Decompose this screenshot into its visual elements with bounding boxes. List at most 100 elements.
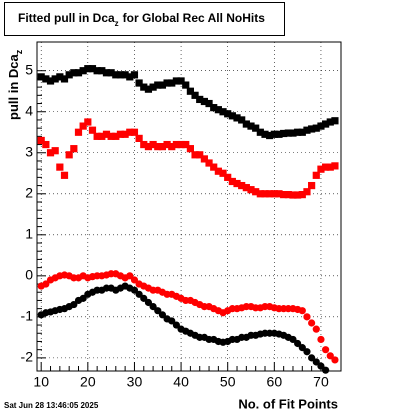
chart-title: Fitted pull in Dcaz for Global Rec All No… bbox=[18, 11, 265, 28]
point bbox=[196, 151, 204, 159]
point bbox=[154, 81, 162, 89]
y-tick-label: 0 bbox=[25, 267, 33, 283]
point bbox=[238, 116, 246, 124]
point bbox=[130, 71, 139, 79]
point bbox=[219, 108, 227, 116]
point bbox=[149, 83, 157, 91]
point bbox=[191, 91, 199, 99]
point bbox=[252, 188, 260, 196]
point bbox=[256, 128, 264, 136]
point bbox=[116, 71, 125, 79]
point bbox=[242, 184, 250, 192]
point bbox=[51, 147, 59, 155]
point bbox=[191, 151, 199, 159]
point bbox=[303, 313, 311, 321]
point bbox=[186, 145, 194, 153]
point bbox=[65, 151, 73, 159]
point bbox=[322, 163, 330, 171]
point bbox=[107, 69, 115, 77]
point bbox=[298, 307, 306, 315]
plot-frame bbox=[36, 41, 342, 372]
point bbox=[294, 191, 302, 199]
point bbox=[275, 130, 283, 138]
point bbox=[224, 173, 232, 181]
point bbox=[298, 128, 306, 136]
point bbox=[200, 155, 208, 163]
point bbox=[331, 356, 339, 364]
point bbox=[172, 77, 181, 85]
point bbox=[252, 124, 260, 132]
point bbox=[112, 71, 120, 79]
point bbox=[140, 83, 148, 91]
point bbox=[186, 87, 194, 95]
y-tick-label: -1 bbox=[21, 308, 34, 324]
point bbox=[294, 128, 302, 136]
point bbox=[219, 169, 227, 177]
point bbox=[233, 114, 241, 122]
point bbox=[126, 73, 134, 81]
point bbox=[168, 143, 176, 151]
point bbox=[284, 129, 292, 137]
point bbox=[322, 346, 330, 354]
title-rest: for Global Rec All NoHits bbox=[123, 11, 266, 25]
point bbox=[149, 302, 157, 311]
point bbox=[247, 186, 255, 194]
point bbox=[266, 190, 274, 198]
x-tick-label: 40 bbox=[173, 374, 189, 390]
point bbox=[214, 106, 222, 114]
point bbox=[326, 352, 334, 360]
point bbox=[140, 140, 148, 149]
point bbox=[84, 65, 92, 73]
y-tick-label: 3 bbox=[25, 143, 33, 159]
point bbox=[163, 79, 171, 87]
point bbox=[140, 294, 148, 302]
point bbox=[121, 71, 129, 79]
point bbox=[42, 75, 50, 83]
point bbox=[79, 67, 87, 75]
point bbox=[312, 325, 320, 333]
point bbox=[289, 335, 297, 344]
point bbox=[172, 140, 181, 149]
point bbox=[322, 366, 330, 374]
point bbox=[88, 65, 97, 73]
point bbox=[210, 104, 218, 112]
point bbox=[331, 117, 339, 125]
point bbox=[121, 130, 129, 138]
point bbox=[172, 321, 181, 329]
point bbox=[56, 163, 64, 171]
point bbox=[135, 290, 143, 298]
point bbox=[98, 132, 106, 140]
point bbox=[60, 171, 69, 179]
point bbox=[177, 77, 185, 85]
y-axis-label: pull in Dcaz bbox=[6, 49, 24, 120]
point bbox=[65, 71, 73, 79]
point bbox=[74, 69, 83, 77]
x-tick-label: 30 bbox=[127, 374, 143, 390]
x-tick-label: 70 bbox=[313, 374, 329, 390]
point bbox=[46, 149, 55, 157]
point bbox=[308, 181, 316, 190]
point bbox=[308, 125, 316, 133]
point bbox=[298, 344, 306, 352]
point bbox=[158, 81, 167, 89]
x-axis-label: No. of Fit Points bbox=[238, 396, 338, 411]
y-tick-label: 5 bbox=[25, 61, 33, 77]
point bbox=[312, 124, 320, 132]
point bbox=[303, 126, 311, 134]
point bbox=[326, 118, 334, 126]
point bbox=[331, 162, 339, 170]
point bbox=[42, 280, 50, 288]
point bbox=[144, 143, 153, 151]
point bbox=[317, 335, 325, 344]
point bbox=[130, 276, 139, 284]
point bbox=[177, 140, 185, 149]
x-tick-label: 60 bbox=[267, 374, 283, 390]
point bbox=[247, 122, 255, 130]
point bbox=[84, 118, 92, 126]
point bbox=[144, 85, 153, 93]
point bbox=[280, 129, 288, 138]
point bbox=[270, 190, 278, 198]
point bbox=[261, 190, 269, 198]
